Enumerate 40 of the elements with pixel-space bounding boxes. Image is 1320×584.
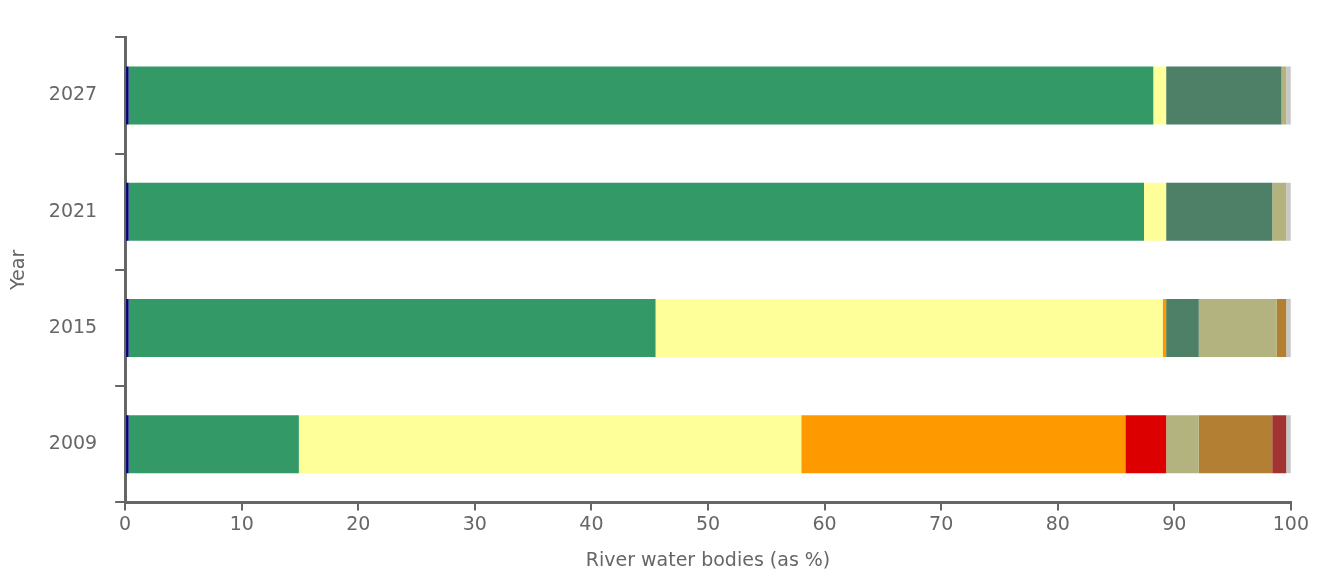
x-tick-label: 50 [695, 511, 721, 534]
bar [1272, 182, 1287, 241]
y-tick-label: 2027 [48, 82, 98, 105]
bar [128, 182, 1144, 241]
y-tick-label: 2015 [48, 314, 98, 337]
bar [128, 415, 299, 474]
x-tick-label: 0 [119, 511, 132, 534]
x-tick-label: 40 [579, 511, 604, 534]
bar [1143, 182, 1167, 241]
x-tick-label: 90 [1162, 511, 1187, 534]
x-tick-label: 10 [229, 511, 254, 534]
x-tick-label: 20 [346, 511, 371, 534]
bar [1125, 415, 1167, 474]
bar [1153, 66, 1167, 125]
bar [801, 415, 1126, 474]
bar [128, 66, 1154, 125]
y-axis-title: Year [6, 249, 29, 292]
x-tick-label: 100 [1272, 511, 1309, 534]
bar [1198, 298, 1277, 358]
bar [1198, 415, 1273, 474]
x-tick-label: 60 [812, 511, 837, 534]
bar [1166, 298, 1199, 358]
bar [1166, 66, 1282, 125]
bar [126, 415, 129, 474]
x-tick-label: 30 [462, 511, 487, 534]
x-tick-label: 70 [929, 511, 954, 534]
bar [298, 415, 802, 474]
x-axis-title: River water bodies (as %) [585, 547, 831, 570]
bar [126, 182, 129, 241]
bar [655, 298, 1163, 358]
bar [126, 298, 129, 358]
bar [1166, 415, 1199, 474]
bar [1272, 415, 1287, 474]
x-tick-label: 80 [1045, 511, 1070, 534]
bar [126, 66, 129, 125]
bar [1276, 298, 1287, 358]
bar [128, 298, 656, 358]
y-tick-label: 2009 [48, 431, 98, 454]
bar [1166, 182, 1273, 241]
y-tick-label: 2021 [48, 198, 98, 221]
